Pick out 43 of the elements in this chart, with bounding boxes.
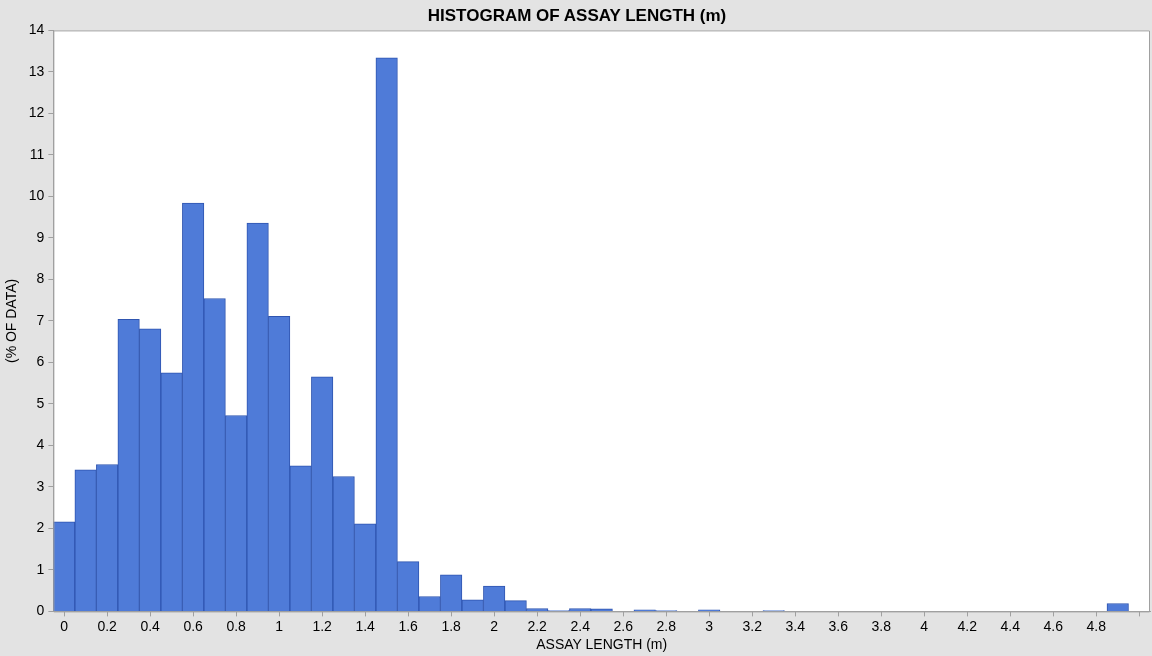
y-tick-label: 4 bbox=[36, 436, 45, 453]
x-tick-label: 3.8 bbox=[871, 617, 892, 634]
y-tick-label: 11 bbox=[29, 145, 45, 162]
x-tick-label: 1 bbox=[275, 617, 284, 634]
x-tick-label: 4 bbox=[920, 617, 929, 634]
y-tick-label: 13 bbox=[28, 62, 45, 79]
y-axis-title: (% OF DATA) bbox=[3, 278, 20, 364]
y-tick-label: 14 bbox=[28, 21, 45, 38]
y-tick-label: 7 bbox=[36, 311, 45, 328]
x-tick-label: 0.6 bbox=[183, 617, 204, 634]
x-axis-title: ASSAY LENGTH (m) bbox=[536, 636, 668, 653]
chart-title: HISTOGRAM OF ASSAY LENGTH (m) bbox=[427, 5, 727, 25]
y-tick-label: 10 bbox=[28, 187, 45, 204]
x-tick-label: 4.8 bbox=[1086, 617, 1107, 634]
x-tick-label: 3.2 bbox=[742, 617, 763, 634]
y-tick-label: 1 bbox=[36, 560, 45, 577]
x-tick-label: 2.6 bbox=[613, 617, 634, 634]
x-tick-label: 4.6 bbox=[1043, 617, 1064, 634]
y-tick-label: 9 bbox=[36, 228, 45, 245]
x-tick-label: 1.2 bbox=[312, 617, 333, 634]
y-tick-label: 2 bbox=[36, 519, 45, 536]
x-tick-label: 4.4 bbox=[1000, 617, 1021, 634]
x-tick-label: 1.8 bbox=[441, 617, 462, 634]
y-tick-label: 0 bbox=[36, 602, 45, 619]
x-tick-label: 2.4 bbox=[570, 617, 591, 634]
x-tick-label: 4.2 bbox=[957, 617, 978, 634]
y-tick-label: 6 bbox=[36, 353, 45, 370]
x-tick-label: 0.8 bbox=[226, 617, 247, 634]
x-tick-label: 0.4 bbox=[140, 617, 161, 634]
x-tick-label: 1.4 bbox=[355, 617, 376, 634]
x-tick-label: 3.4 bbox=[785, 617, 806, 634]
y-tick-label: 8 bbox=[36, 270, 45, 287]
y-tick-label: 12 bbox=[28, 104, 45, 121]
x-tick-label: 2 bbox=[490, 617, 499, 634]
x-tick-label: 0 bbox=[60, 617, 69, 634]
x-tick-label: 2.8 bbox=[656, 617, 677, 634]
x-tick-label: 3 bbox=[705, 617, 714, 634]
x-tick-label: 1.6 bbox=[398, 617, 419, 634]
x-tick-label: 0.2 bbox=[97, 617, 118, 634]
x-tick-label: 2.2 bbox=[527, 617, 548, 634]
x-tick-label: 3.6 bbox=[828, 617, 849, 634]
y-tick-label: 3 bbox=[36, 477, 45, 494]
y-tick-label: 5 bbox=[36, 394, 45, 411]
